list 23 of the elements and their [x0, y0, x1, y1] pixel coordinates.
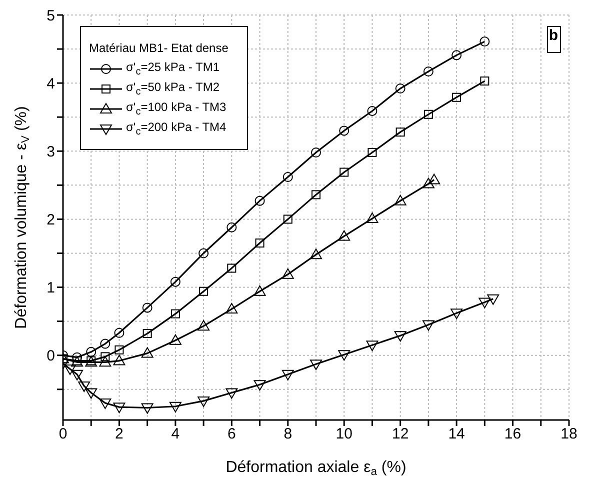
panel-label: b	[546, 26, 561, 53]
x-tick-label: 6	[227, 426, 236, 443]
y-tick-label: 5	[46, 7, 55, 24]
y-tick-label: 2	[46, 212, 55, 229]
legend-label: σ'$_{c}$=100 kPa - TM3	[126, 100, 226, 118]
x-tick-label: 4	[171, 426, 180, 443]
x-tick-label: 18	[560, 426, 578, 443]
y-tick-label: 0	[46, 348, 55, 365]
x-tick-label: 16	[504, 426, 522, 443]
y-tick-label: 3	[46, 143, 55, 160]
legend-title: Matériau MB1- Etat dense	[89, 41, 230, 55]
x-tick-label: 8	[284, 426, 292, 443]
legend-label: σ'$_{c}$=200 kPa - TM4	[126, 120, 226, 138]
legend-label: σ'$_{c}$=50 kPa - TM2	[126, 80, 220, 98]
x-tick-label: 2	[115, 426, 124, 443]
x-tick-label: 0	[58, 426, 68, 443]
x-tick-label: 14	[448, 426, 465, 443]
x-tick-label: 12	[392, 426, 409, 443]
x-tick-label: 10	[336, 426, 352, 443]
x-axis-title: Déformation axiale ε$_{a}$ (%)	[226, 459, 406, 478]
y-tick-label: 1	[46, 280, 55, 297]
legend-label: σ'$_{c}$=25 kPa - TM1	[126, 60, 220, 78]
y-tick-label: 4	[46, 75, 55, 92]
